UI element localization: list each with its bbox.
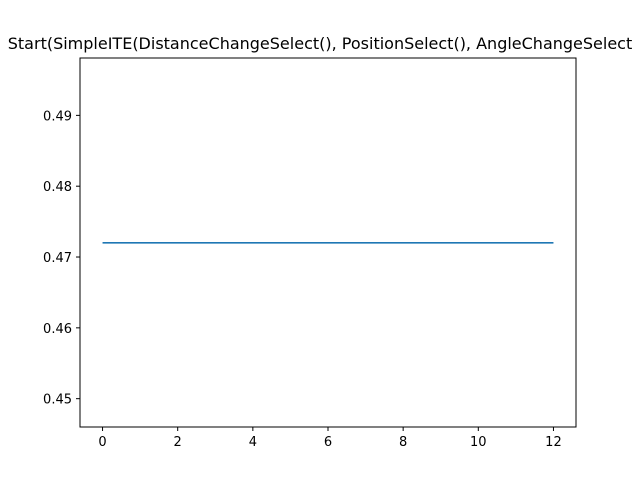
x-tick-label: 2 [174, 435, 182, 450]
chart-title: Start(SimpleITE(DistanceChangeSelect(), … [8, 34, 633, 53]
axes-frame [79, 57, 577, 428]
axis-ticks: 0 2 4 6 8 10 12 0.45 0.46 0.47 0.48 0.49 [43, 109, 562, 450]
x-tick-label: 0 [98, 435, 106, 450]
y-tick-label: 0.49 [43, 109, 72, 124]
x-tick-label: 4 [249, 435, 257, 450]
y-tick-label: 0.48 [43, 180, 72, 195]
y-tick-label: 0.47 [43, 251, 72, 266]
y-tick-label: 0.45 [43, 393, 72, 408]
x-tick-label: 8 [399, 435, 407, 450]
x-tick-label: 6 [324, 435, 332, 450]
x-tick-label: 10 [470, 435, 487, 450]
x-tick-label: 12 [545, 435, 562, 450]
y-tick-label: 0.46 [43, 322, 72, 337]
